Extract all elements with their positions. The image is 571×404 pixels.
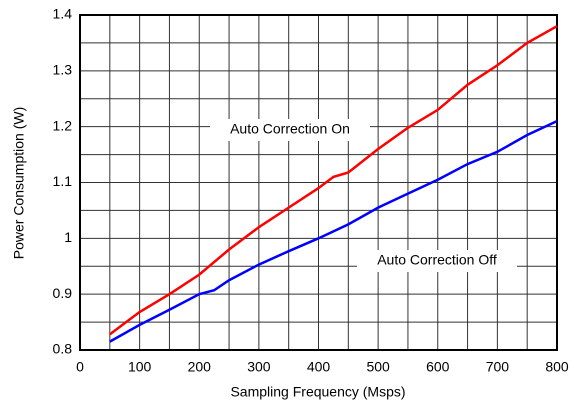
- x-tick-label: 0: [76, 359, 84, 375]
- x-tick-label: 500: [366, 359, 390, 375]
- data-line: [109, 119, 558, 343]
- y-tick-label: 1: [64, 229, 72, 245]
- data-line: [109, 25, 558, 336]
- x-tick-label: 300: [247, 359, 271, 375]
- x-tick-label: 700: [486, 359, 510, 375]
- x-tick-label: 800: [545, 359, 569, 375]
- x-tick-label: 400: [307, 359, 331, 375]
- y-axis-label: Power Consumption (W): [11, 107, 27, 260]
- x-tick-label: 200: [188, 359, 212, 375]
- x-axis-label: Sampling Frequency (Msps): [230, 384, 405, 400]
- y-tick-label: 0.9: [53, 285, 73, 301]
- plot-border: [79, 14, 558, 351]
- y-tick-label: 1.4: [53, 6, 73, 22]
- y-tick-label: 1.1: [53, 173, 73, 189]
- y-tick-label: 0.8: [53, 341, 73, 357]
- series-label-background: [210, 119, 370, 141]
- series-label-background: [357, 250, 517, 272]
- y-tick-label: 1.3: [53, 62, 73, 78]
- series-label: Auto Correction On: [230, 121, 350, 137]
- y-tick-label: 1.2: [53, 117, 73, 133]
- series-label: Auto Correction Off: [377, 252, 497, 268]
- x-tick-label: 600: [426, 359, 450, 375]
- x-tick-label: 100: [128, 359, 152, 375]
